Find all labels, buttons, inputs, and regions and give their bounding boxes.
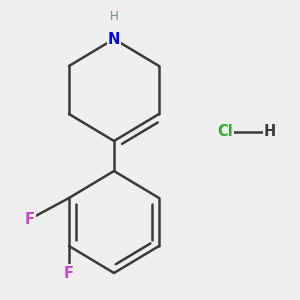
Text: H: H <box>110 10 118 23</box>
Text: F: F <box>25 212 35 226</box>
Text: H: H <box>264 124 276 140</box>
Text: Cl: Cl <box>217 124 233 140</box>
Text: N: N <box>108 32 120 46</box>
Text: F: F <box>64 266 74 280</box>
